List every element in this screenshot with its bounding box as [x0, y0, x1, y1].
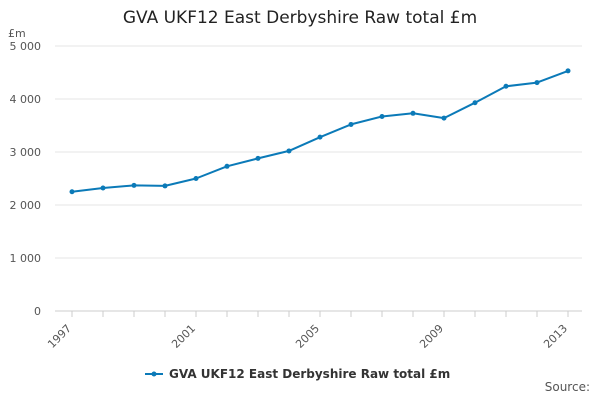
data-point — [441, 115, 447, 121]
legend-label: GVA UKF12 East Derbyshire Raw total £m — [169, 367, 450, 381]
x-axis: 1997 2001 2005 2009 2013 — [45, 311, 570, 351]
x-tick-label: 2005 — [293, 322, 322, 351]
legend-marker-icon — [151, 371, 157, 377]
y-tick-label: 3 000 — [10, 146, 42, 159]
data-point — [286, 148, 292, 154]
y-tick-label: 5 000 — [10, 40, 42, 53]
data-point — [317, 134, 323, 140]
series-line — [71, 69, 569, 193]
data-point — [162, 183, 168, 189]
x-tick-label: 1997 — [45, 322, 74, 351]
legend: GVA UKF12 East Derbyshire Raw total £m — [145, 367, 450, 381]
data-point — [224, 163, 230, 169]
data-point — [348, 121, 354, 127]
chart-title: GVA UKF12 East Derbyshire Raw total £m — [122, 8, 478, 28]
x-tick-label: 2009 — [417, 322, 446, 351]
y-tick-label: 0 — [34, 305, 41, 318]
x-tick-label: 2001 — [169, 322, 198, 351]
data-point — [410, 110, 416, 116]
y-tick-label: 1 000 — [10, 252, 42, 265]
data-point — [255, 155, 261, 161]
data-point — [565, 68, 571, 74]
y-tick-label: 2 000 — [10, 199, 42, 212]
data-point — [534, 80, 540, 86]
grid-lines — [55, 45, 582, 312]
data-point — [472, 100, 478, 106]
y-axis-ticks: 0 1 000 2 000 3 000 4 000 5 000 — [10, 40, 42, 318]
data-point — [379, 113, 385, 119]
data-point — [503, 83, 509, 89]
data-point — [100, 185, 106, 191]
x-tick-label: 2013 — [541, 322, 570, 351]
series-layer — [69, 68, 571, 195]
data-point — [69, 189, 75, 195]
data-point — [193, 176, 199, 181]
data-point — [131, 182, 137, 188]
source-label: Source: — [544, 380, 590, 394]
y-axis-unit-label: £m — [8, 27, 26, 40]
y-tick-label: 4 000 — [10, 93, 42, 106]
